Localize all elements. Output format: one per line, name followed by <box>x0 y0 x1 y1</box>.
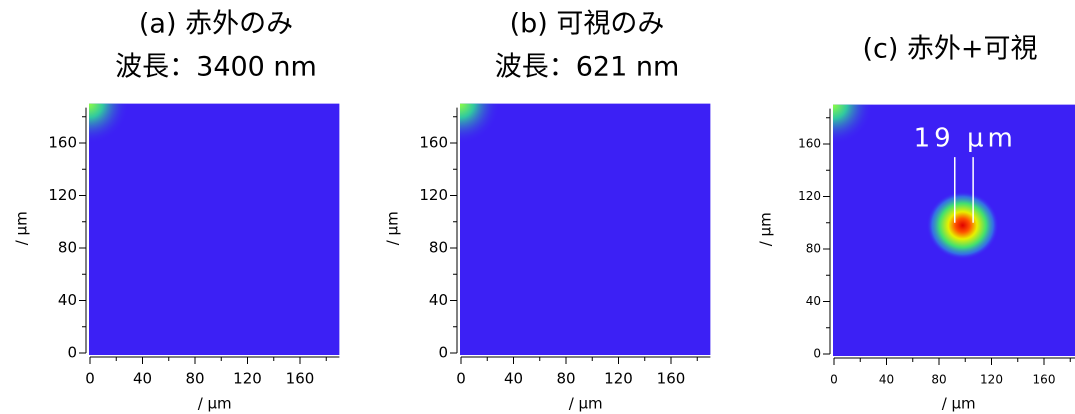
y-axis-label: / µm <box>757 212 775 246</box>
y-tick-label: 120 <box>798 189 821 203</box>
beam-spot <box>927 191 999 259</box>
x-tick-label: 120 <box>980 373 1003 387</box>
x-tick-label: 120 <box>604 370 633 388</box>
heatmap-corner <box>89 104 129 144</box>
panel: 19 µm 0 40 80 120 160 0 40 80 120 160 / µm / µm (c) 赤… <box>757 34 1075 413</box>
y-tick-label: 160 <box>48 134 77 152</box>
y-tick-label: 40 <box>58 291 77 309</box>
heatmap-corner <box>460 104 500 144</box>
y-tick-label: 0 <box>813 347 821 361</box>
x-tick-label: 0 <box>456 370 466 388</box>
figure: 0408012016004080120160/ µm/ µm(a) 赤外のみ波長… <box>0 0 1075 414</box>
x-tick-label: 160 <box>286 370 315 388</box>
y-tick-label: 0 <box>438 344 448 362</box>
x-tick-label: 40 <box>879 373 894 387</box>
heatmap-corner <box>833 105 873 145</box>
y-tick-label: 120 <box>419 186 448 204</box>
x-tick-label: 160 <box>1033 373 1056 387</box>
x-axis-label: / µm <box>198 395 232 413</box>
y-tick-label: 120 <box>48 186 77 204</box>
x-tick-label: 40 <box>504 370 523 388</box>
panel: 0 40 80 120 160 0 40 80 120 160 / µm / µm (b) 可視のみ波長… <box>384 9 711 413</box>
x-tick-label: 80 <box>556 370 575 388</box>
panel: 0 40 80 120 160 0 40 80 120 160 / µm / µm (a) 赤外のみ波長… <box>13 9 340 413</box>
y-axis-label: / µm <box>384 211 402 245</box>
y-tick-label: 40 <box>429 291 448 309</box>
panel-subtitle: 波長：621 nm <box>495 52 680 83</box>
x-axis-label: / µm <box>569 395 603 413</box>
x-tick-label: 0 <box>830 373 838 387</box>
y-tick-label: 160 <box>419 134 448 152</box>
x-tick-label: 160 <box>657 370 686 388</box>
panel-subtitle: 波長：3400 nm <box>115 52 317 83</box>
y-axis-label: / µm <box>13 211 31 245</box>
x-tick-label: 80 <box>185 370 204 388</box>
x-tick-label: 120 <box>233 370 262 388</box>
y-tick-label: 80 <box>429 239 448 257</box>
panel-title: (c) 赤外+可視 <box>862 34 1037 65</box>
x-axis-label: / µm <box>942 395 976 413</box>
x-tick-label: 80 <box>931 373 946 387</box>
y-tick-label: 80 <box>58 239 77 257</box>
y-tick-label: 40 <box>806 294 821 308</box>
annotation: 19 µm <box>914 123 1017 153</box>
y-tick-label: 80 <box>806 242 821 256</box>
y-tick-label: 0 <box>67 344 77 362</box>
panel-title: (b) 可視のみ <box>510 9 665 40</box>
x-tick-label: 40 <box>133 370 152 388</box>
panel-title: (a) 赤外のみ <box>139 9 293 40</box>
y-tick-label: 160 <box>798 137 821 151</box>
x-tick-label: 0 <box>85 370 95 388</box>
